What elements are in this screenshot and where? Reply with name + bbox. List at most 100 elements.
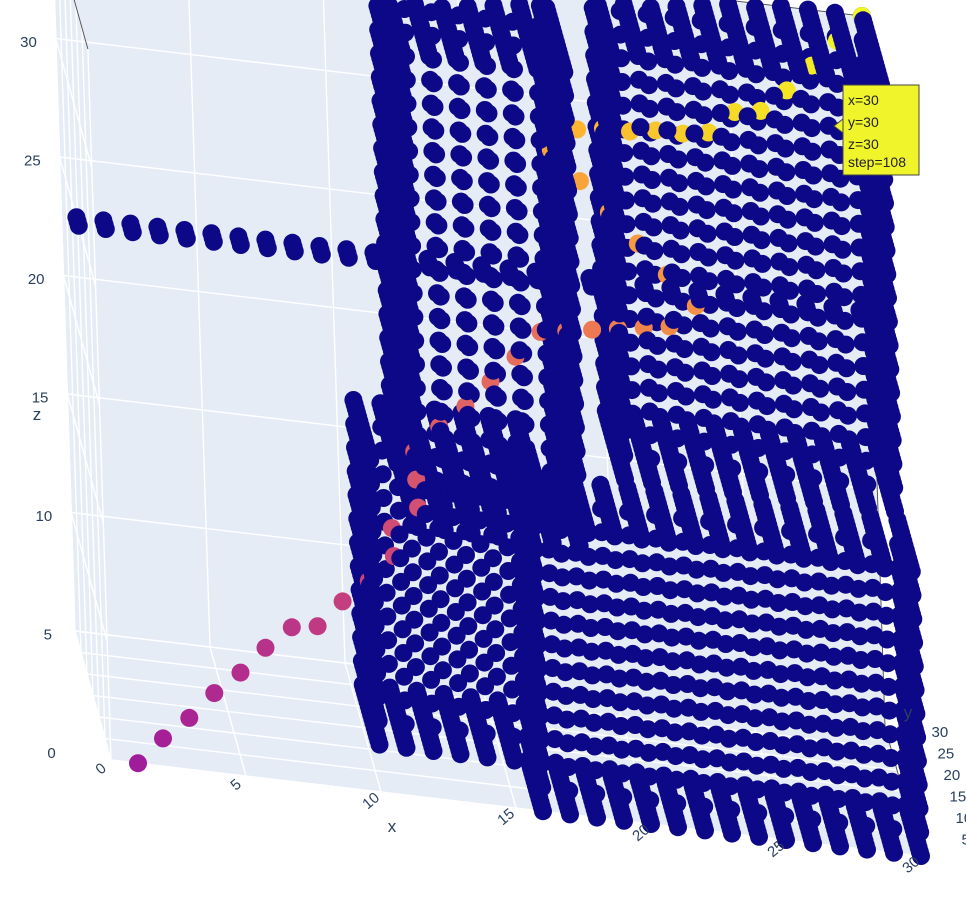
obstacle-point[interactable]: [395, 691, 414, 710]
obstacle-point[interactable]: [608, 233, 627, 252]
obstacle-point[interactable]: [656, 50, 675, 69]
obstacle-point[interactable]: [747, 367, 766, 386]
obstacle-point[interactable]: [421, 94, 440, 113]
obstacle-point[interactable]: [852, 674, 871, 693]
obstacle-point[interactable]: [629, 70, 648, 89]
obstacle-point[interactable]: [770, 617, 789, 636]
obstacle-point[interactable]: [638, 720, 657, 739]
obstacle-point[interactable]: [718, 317, 737, 336]
obstacle-point[interactable]: [717, 269, 735, 288]
obstacle-point[interactable]: [557, 134, 576, 153]
obstacle-point[interactable]: [792, 113, 811, 132]
obstacle-point[interactable]: [876, 218, 895, 236]
obstacle-point[interactable]: [881, 725, 900, 744]
obstacle-point[interactable]: [912, 847, 930, 865]
obstacle-point[interactable]: [796, 232, 815, 251]
obstacle-point[interactable]: [472, 558, 491, 577]
obstacle-point[interactable]: [830, 813, 849, 832]
obstacle-point[interactable]: [394, 91, 413, 110]
obstacle-point[interactable]: [177, 229, 196, 248]
obstacle-point[interactable]: [501, 633, 520, 652]
obstacle-point[interactable]: [800, 715, 819, 734]
obstacle-point[interactable]: [849, 579, 868, 598]
obstacle-point[interactable]: [661, 581, 680, 600]
obstacle-point[interactable]: [537, 344, 556, 363]
obstacle-point[interactable]: [770, 641, 789, 660]
obstacle-point[interactable]: [828, 766, 847, 785]
obstacle-point[interactable]: [659, 533, 678, 552]
obstacle-point[interactable]: [827, 742, 846, 761]
obstacle-point[interactable]: [744, 661, 763, 680]
obstacle-point[interactable]: [748, 415, 767, 434]
obstacle-point[interactable]: [401, 281, 419, 299]
obstacle-point[interactable]: [656, 73, 675, 92]
obstacle-point[interactable]: [879, 677, 898, 696]
obstacle-point[interactable]: [692, 702, 711, 721]
obstacle-point[interactable]: [746, 733, 765, 751]
obstacle-point[interactable]: [612, 375, 631, 394]
obstacle-point[interactable]: [586, 761, 605, 780]
path-point[interactable]: [129, 754, 147, 773]
obstacle-point[interactable]: [482, 314, 501, 333]
path-point[interactable]: [205, 684, 224, 703]
obstacle-point[interactable]: [431, 402, 450, 421]
obstacle-point[interactable]: [393, 620, 412, 639]
obstacle-point[interactable]: [450, 145, 469, 164]
obstacle-point[interactable]: [882, 772, 901, 791]
obstacle-point[interactable]: [389, 478, 407, 497]
obstacle-point[interactable]: [717, 293, 736, 312]
obstacle-point[interactable]: [524, 517, 543, 536]
obstacle-point[interactable]: [876, 583, 895, 602]
obstacle-point[interactable]: [687, 171, 705, 190]
obstacle-point[interactable]: [503, 680, 522, 699]
obstacle-point[interactable]: [560, 229, 579, 248]
obstacle-point[interactable]: [794, 549, 813, 568]
obstacle-point[interactable]: [397, 186, 416, 205]
obstacle-point[interactable]: [504, 151, 523, 170]
obstacle-point[interactable]: [710, 80, 729, 99]
obstacle-point[interactable]: [662, 239, 681, 258]
obstacle-point[interactable]: [478, 195, 497, 214]
obstacle-point[interactable]: [564, 347, 583, 366]
obstacle-point[interactable]: [776, 442, 795, 461]
obstacle-point[interactable]: [422, 694, 441, 713]
obstacle-point[interactable]: [831, 837, 849, 856]
obstacle-point[interactable]: [774, 394, 793, 413]
obstacle-point[interactable]: [554, 592, 573, 611]
obstacle-point[interactable]: [609, 645, 628, 664]
obstacle-point[interactable]: [424, 189, 443, 208]
obstacle-point[interactable]: [827, 353, 846, 372]
obstacle-point[interactable]: [791, 66, 810, 85]
obstacle-point[interactable]: [612, 351, 631, 370]
obstacle-point[interactable]: [452, 216, 471, 235]
obstacle-point[interactable]: [883, 431, 902, 450]
obstacle-point[interactable]: [660, 557, 679, 576]
obstacle-point[interactable]: [826, 695, 845, 714]
obstacle-point[interactable]: [798, 668, 817, 687]
obstacle-point[interactable]: [556, 86, 575, 105]
obstacle-point[interactable]: [561, 805, 579, 824]
obstacle-point[interactable]: [470, 487, 488, 506]
obstacle-point[interactable]: [800, 350, 819, 369]
obstacle-point[interactable]: [745, 685, 764, 704]
obstacle-point[interactable]: [666, 747, 685, 766]
obstacle-point[interactable]: [664, 310, 683, 329]
obstacle-point[interactable]: [828, 401, 847, 420]
obstacle-point[interactable]: [668, 794, 687, 813]
obstacle-point[interactable]: [475, 77, 494, 96]
obstacle-point[interactable]: [771, 276, 789, 295]
obstacle-point[interactable]: [634, 578, 653, 596]
obstacle-point[interactable]: [738, 107, 757, 126]
obstacle-point[interactable]: [478, 172, 497, 191]
obstacle-point[interactable]: [529, 107, 548, 126]
obstacle-point[interactable]: [396, 138, 415, 157]
obstacle-point[interactable]: [768, 570, 787, 589]
obstacle-point[interactable]: [388, 454, 407, 473]
obstacle-point[interactable]: [766, 134, 785, 153]
obstacle-point[interactable]: [771, 300, 790, 318]
obstacle-point[interactable]: [539, 415, 558, 434]
obstacle-point[interactable]: [825, 671, 844, 690]
obstacle-point[interactable]: [634, 212, 653, 231]
obstacle-point[interactable]: [512, 388, 531, 407]
obstacle-point[interactable]: [533, 778, 552, 797]
